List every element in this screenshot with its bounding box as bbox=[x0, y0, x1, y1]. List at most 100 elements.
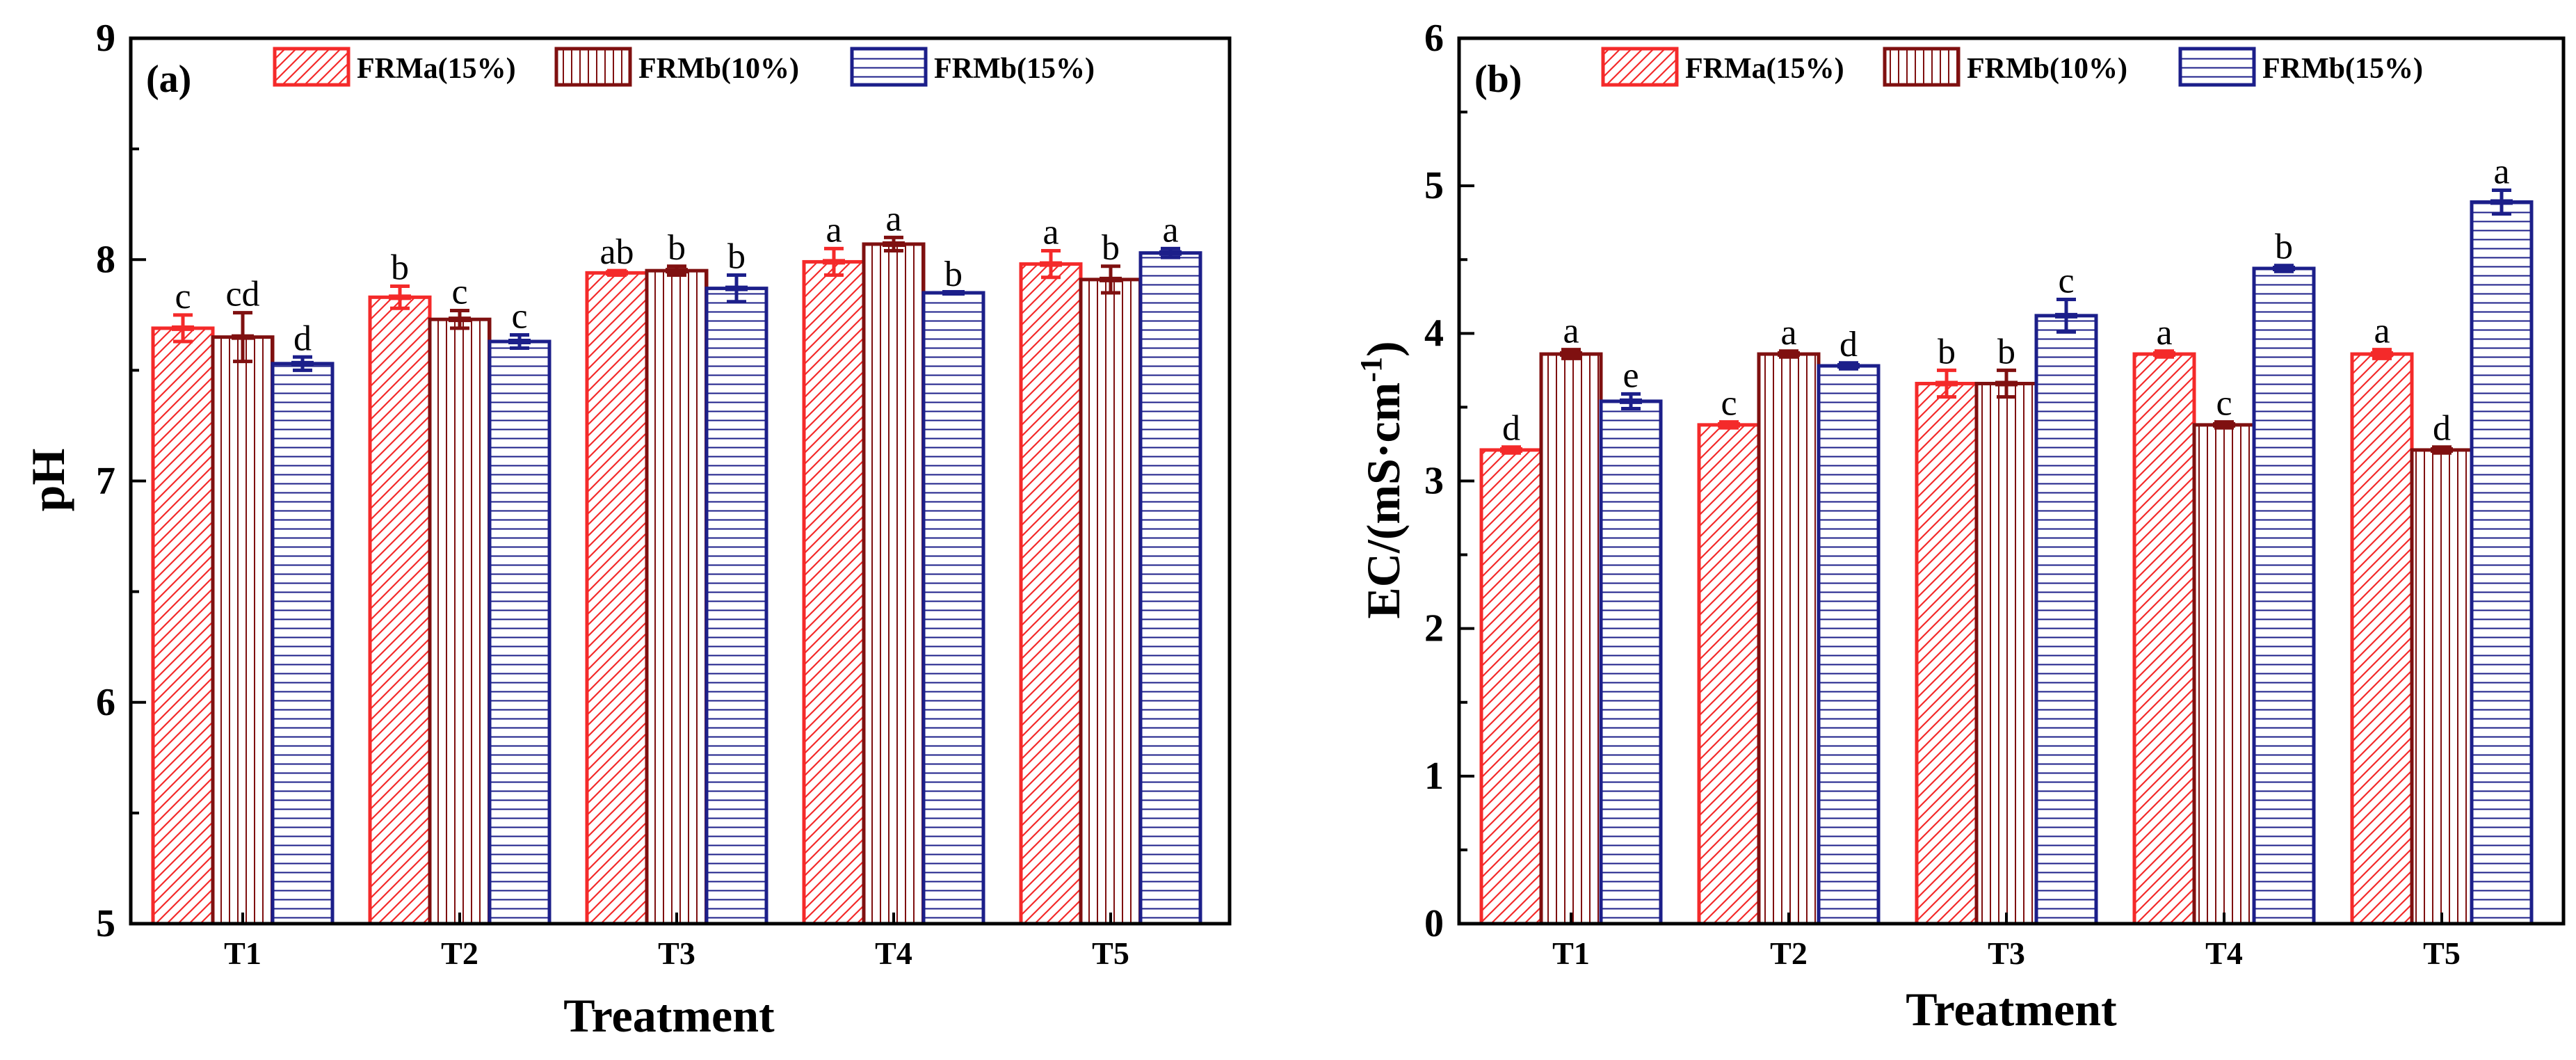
panel-b-error-bar bbox=[1995, 368, 2018, 399]
panel-b-bar-t1-series-1 bbox=[1479, 448, 1543, 926]
panel-a-x-tick-label: T4 bbox=[875, 935, 912, 971]
panel-b-sig-letter: d bbox=[1840, 325, 1858, 364]
panel-a-y-tick-label: 9 bbox=[96, 17, 115, 60]
panel-a-error-bar bbox=[666, 264, 688, 278]
panel-b-bar-t5-series-3 bbox=[2470, 200, 2534, 926]
panel-a-error-bar bbox=[823, 246, 845, 278]
panel-a-bar-t4-series-1 bbox=[802, 259, 866, 926]
panel-b-sig-letter: b bbox=[1997, 332, 2015, 371]
panel-a-y-tick-label: 7 bbox=[96, 460, 115, 503]
panel-a-y-axis-title: pH bbox=[22, 449, 74, 512]
panel-a-sig-letter: d bbox=[293, 319, 312, 358]
panel-a-legend-swatch bbox=[850, 47, 928, 87]
panel-b-bar-t3-series-2 bbox=[1974, 381, 2038, 926]
panel-a-x-axis: T1 T2 T3 T4 T5 bbox=[224, 913, 1129, 971]
panel-b-error-bar bbox=[1935, 368, 1958, 399]
panel-b-error-bar bbox=[2371, 348, 2393, 360]
panel-a-legend-label: FRMb(15%) bbox=[934, 53, 1095, 85]
panel-b-bar-t4-series-2 bbox=[2192, 423, 2256, 926]
panel-b-y-tick-label: 3 bbox=[1424, 460, 1444, 503]
panel-b-sig-letter: c bbox=[1721, 384, 1737, 424]
panel-a-legend-label: FRMa(15%) bbox=[357, 53, 516, 85]
panel-a-bar-t2-series-3 bbox=[488, 339, 552, 926]
panel-a-error-bar bbox=[606, 268, 628, 278]
panel-a-bar-t1-series-2 bbox=[211, 335, 275, 926]
panel-b-legend-swatch bbox=[1601, 47, 1679, 87]
panel-b-sig-letter: a bbox=[2374, 312, 2390, 351]
panel-a-error-bar bbox=[291, 355, 314, 372]
panel-b-x-tick-label: T4 bbox=[2205, 935, 2243, 971]
panel-b-sig-letter: d bbox=[2433, 409, 2451, 449]
panel-b-x-tick-label: T5 bbox=[2423, 935, 2461, 971]
panel-b-sig-letter: e bbox=[1623, 355, 1639, 395]
panel-a-bar-t4-series-2 bbox=[862, 242, 926, 926]
panel-b-y-axis-title-end: ) bbox=[1357, 341, 1410, 357]
panel-b-legend-item-3: FRMb(15%) bbox=[2178, 47, 2423, 87]
panel-b-bar-t5-series-2 bbox=[2410, 448, 2474, 926]
panel-b-legend-label: FRMb(15%) bbox=[2262, 53, 2423, 85]
panel-b-error-bar bbox=[2153, 349, 2175, 359]
panel-b-legend-swatch bbox=[2178, 47, 2256, 87]
panel-a-y-tick-label: 6 bbox=[96, 681, 115, 724]
panel-a-sig-letter: b bbox=[944, 255, 963, 294]
panel-a-bar-t1-series-3 bbox=[271, 362, 335, 926]
panel-b-bar-t5-series-1 bbox=[2350, 352, 2414, 926]
panel-a-x-tick-label: T1 bbox=[224, 935, 261, 971]
panel-b-bar-t3-series-1 bbox=[1915, 381, 1979, 926]
panel-b-y-tick-label: 2 bbox=[1424, 607, 1444, 650]
panel-a-sig-letter: b bbox=[668, 228, 686, 268]
panel-b-sig-letter: c bbox=[2216, 384, 2232, 424]
panel-a-y-tick-label: 5 bbox=[96, 902, 115, 945]
panel-a-label: (a) bbox=[146, 58, 191, 101]
panel-b-legend-item-2: FRMb(10%) bbox=[1883, 47, 2127, 87]
panel-a-legend-swatch bbox=[554, 47, 632, 87]
panel-a-sig-letter: b bbox=[1102, 228, 1120, 268]
panel-a-bar-t4-series-3 bbox=[921, 291, 985, 926]
panel-b-bar-t1-series-3 bbox=[1599, 399, 1663, 926]
panel-a-legend-item-2: FRMb(10%) bbox=[554, 47, 799, 87]
panel-b-error-bar bbox=[2431, 445, 2453, 455]
panel-a-error-bar bbox=[508, 332, 531, 351]
panel-b-legend-label: FRMa(15%) bbox=[1685, 53, 1844, 85]
panel-b-bars: d a e c a d b b c a c b a d a bbox=[1479, 152, 2534, 926]
panel-b-label: (b) bbox=[1474, 58, 1522, 101]
panel-b-sig-letter: a bbox=[2493, 152, 2509, 192]
panel-b-y-axis-title-main: EC/(mS·cm bbox=[1357, 383, 1410, 619]
panel-a-legend-label: FRMb(10%) bbox=[638, 53, 799, 85]
panel-b-error-bar bbox=[2490, 188, 2513, 216]
panel-b-y-tick-label: 4 bbox=[1424, 312, 1444, 355]
panel-b-y-tick-label: 0 bbox=[1424, 902, 1444, 945]
panel-b-y-tick-label: 1 bbox=[1424, 755, 1444, 798]
panel-b-error-bar bbox=[2213, 420, 2235, 430]
panel-b-bar-t4-series-3 bbox=[2252, 266, 2316, 926]
panel-a-bar-t3-series-3 bbox=[705, 287, 768, 926]
panel-b-y-tick-label: 6 bbox=[1424, 17, 1444, 60]
panel-b-y-axis: 0 1 2 3 4 5 6 bbox=[1424, 17, 2566, 945]
panel-a-sig-letter: c bbox=[511, 296, 527, 336]
panel-a-sig-letter: cd bbox=[225, 275, 259, 314]
panel-a-x-tick-label: T3 bbox=[658, 935, 695, 971]
panel-b-error-bar bbox=[1778, 349, 1800, 359]
panel-b-bar-t2-series-2 bbox=[1757, 352, 1821, 926]
panel-a-sig-letter: b bbox=[727, 237, 746, 277]
panel-b-legend: FRMa(15%) FRMb(10%) FRMb(15%) bbox=[1601, 47, 2423, 87]
panel-b-bar-t4-series-1 bbox=[2132, 352, 2196, 926]
panel-a-x-tick-label: T5 bbox=[1092, 935, 1129, 971]
panel-a-error-bar bbox=[449, 308, 471, 330]
panel-b-x-axis-title: Treatment bbox=[1906, 983, 2117, 1036]
panel-b-bar-t3-series-3 bbox=[2034, 314, 2098, 926]
panel-a-bar-t3-series-2 bbox=[645, 268, 709, 926]
panel-b-bar-t2-series-1 bbox=[1697, 423, 1761, 926]
panel-a-sig-letter: ab bbox=[599, 232, 634, 272]
panel-a-error-bar bbox=[883, 235, 905, 253]
panel-a-sig-letter: b bbox=[391, 248, 409, 287]
panel-a-sig-letter: c bbox=[451, 272, 467, 312]
panel-a-legend-item-1: FRMa(15%) bbox=[273, 47, 516, 87]
panel-b-sig-letter: a bbox=[1563, 312, 1579, 351]
panel-a-sig-letter: c bbox=[175, 277, 191, 316]
panel-a-error-bar bbox=[1100, 264, 1122, 295]
panel-a-y-axis: 5 6 7 8 9 bbox=[96, 17, 1232, 945]
panel-a-bar-t3-series-1 bbox=[585, 271, 649, 926]
panel-a-bar-t2-series-1 bbox=[368, 295, 432, 926]
